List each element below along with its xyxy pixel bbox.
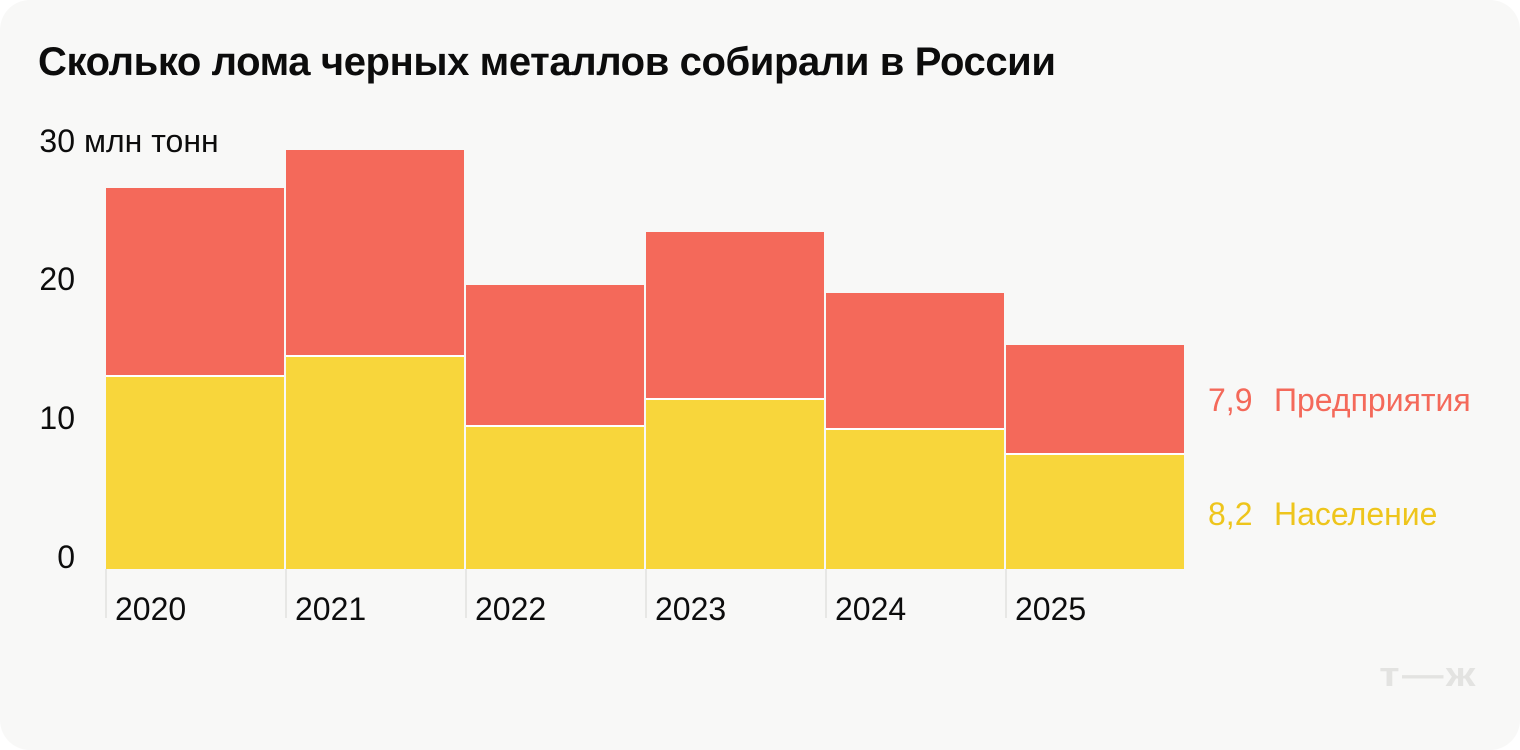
tj-logo: т—ж — [1379, 656, 1478, 694]
x-axis-label-2024: 2024 — [835, 591, 907, 627]
bar-segment-population-2020 — [106, 377, 284, 569]
x-axis-tick-line — [285, 569, 287, 618]
bar-segment-population-2021 — [286, 357, 464, 569]
x-axis-label-2025: 2025 — [1015, 591, 1087, 627]
x-axis-label-2022: 2022 — [475, 591, 547, 627]
y-axis-tick-20: 20 — [0, 261, 75, 297]
bar-column-2022 — [466, 285, 644, 569]
bar-segment-enterprises-2024 — [826, 293, 1004, 430]
bar-column-2024 — [826, 293, 1004, 569]
y-axis-tick-30: 30 млн тонн — [0, 122, 218, 159]
bar-column-2023 — [646, 232, 824, 569]
y-axis-tick-0: 0 — [0, 539, 75, 575]
legend-value-population: 8,2 — [1208, 496, 1253, 532]
bar-segment-enterprises-2021 — [286, 150, 464, 357]
bar-column-2021 — [286, 150, 464, 569]
y-axis-tick-label: 30 — [39, 122, 75, 159]
bar-column-2020 — [106, 188, 284, 569]
y-axis-tick-label: 20 — [39, 261, 75, 298]
x-axis-tick-line — [825, 569, 827, 618]
legend-item-population: 8,2 Население — [1208, 495, 1437, 533]
y-axis-tick-10: 10 — [0, 400, 75, 436]
bar-segment-enterprises-2025 — [1006, 345, 1184, 455]
bar-segment-population-2025 — [1006, 455, 1184, 569]
legend-item-enterprises: 7,9 Предприятия — [1208, 381, 1471, 419]
bar-segment-enterprises-2020 — [106, 188, 284, 377]
x-axis-label-2020: 2020 — [115, 591, 187, 627]
bar-column-2025 — [1006, 345, 1184, 569]
bar-segment-enterprises-2023 — [646, 232, 824, 400]
bar-segment-population-2024 — [826, 430, 1004, 569]
x-axis-tick-line — [1005, 569, 1007, 618]
x-axis-label-2021: 2021 — [295, 591, 367, 627]
bar-segment-enterprises-2022 — [466, 285, 644, 427]
legend-label-population: Население — [1274, 496, 1438, 532]
legend-value-enterprises: 7,9 — [1208, 382, 1253, 418]
legend-label-enterprises: Предприятия — [1274, 382, 1471, 418]
x-axis-tick-line — [465, 569, 467, 618]
x-axis-tick-line — [645, 569, 647, 618]
chart-title: Сколько лома черных металлов собирали в … — [38, 40, 1056, 84]
x-axis-tick-line — [105, 569, 107, 618]
bar-segment-population-2023 — [646, 400, 824, 569]
x-axis-label-2023: 2023 — [655, 591, 727, 627]
y-axis-tick-label: 0 — [57, 539, 75, 575]
y-axis-tick-label: 10 — [39, 400, 75, 437]
bar-segment-population-2022 — [466, 427, 644, 569]
y-axis-unit-label: млн тонн — [84, 122, 219, 159]
